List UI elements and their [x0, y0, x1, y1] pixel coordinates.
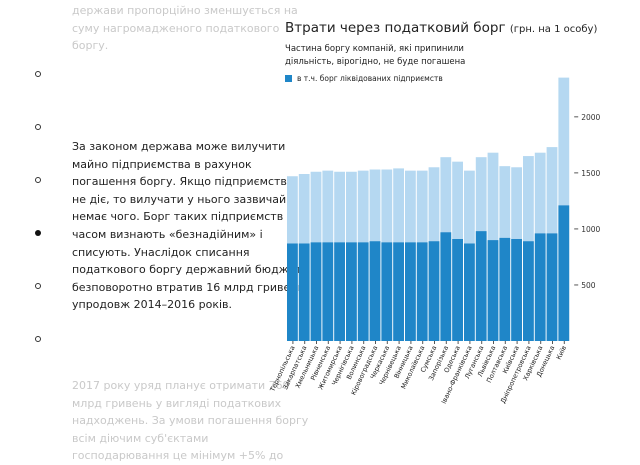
subtitle: діяльність, вірогідно, не буде погашена	[285, 57, 465, 67]
y-tick-label: 500	[581, 281, 596, 290]
text-line: держави пропорційно зменшується на	[72, 4, 298, 17]
text-line: млрд гривень у вигляді податкових	[72, 396, 282, 410]
text-line: погашення боргу. Якщо підприємство	[72, 175, 294, 189]
bar	[487, 240, 499, 341]
bar	[346, 242, 357, 341]
text-line: немає чого. Борг таких підприємств з	[72, 210, 293, 224]
title-note: (грн. на 1 особу)	[510, 24, 598, 35]
nav-dot[interactable]	[35, 177, 41, 183]
text-line: майно підприємства в рахунок	[72, 157, 252, 171]
legend-swatch	[285, 75, 292, 82]
bar	[511, 239, 522, 341]
bar	[405, 242, 416, 341]
bar	[499, 237, 511, 341]
x-tick-label: Київ	[555, 344, 568, 361]
bar	[334, 242, 345, 341]
bar	[416, 242, 428, 341]
y-tick-label: 2000	[581, 113, 600, 122]
bar	[546, 233, 558, 341]
nav-dot[interactable]	[35, 71, 41, 77]
faded-top-text: держави пропорційно зменшується на суму н…	[72, 2, 298, 55]
bar	[475, 231, 487, 341]
bar	[452, 239, 463, 341]
subtitle: Частина боргу компаній, які припинили	[285, 44, 464, 54]
main-text: За законом держава може вилучити майно пі…	[72, 138, 304, 314]
text-line: суму нагромадженого податкового	[72, 21, 280, 35]
bar	[287, 243, 298, 341]
chart-title: Втрати через податковий борг (грн. на 1 …	[285, 20, 597, 36]
nav-dot[interactable]	[35, 283, 41, 289]
text-line: не діє, то вилучати у нього зазвичай	[72, 192, 287, 206]
bar	[464, 243, 475, 341]
bar	[310, 242, 322, 341]
bar	[534, 233, 546, 341]
text-line: За законом держава може вилучити	[72, 140, 286, 153]
nav-dot[interactable]	[35, 124, 41, 130]
text-line: податкового боргу державний бюджет	[72, 263, 302, 277]
bar	[381, 242, 393, 341]
bar	[393, 242, 404, 341]
text-line: упродовж 2014–2016 років.	[72, 298, 233, 312]
y-tick-label: 1000	[581, 225, 600, 234]
bar	[357, 242, 369, 341]
text-line: боргу.	[72, 39, 109, 53]
bar	[369, 241, 381, 341]
y-tick-label: 1500	[581, 169, 600, 178]
bar	[558, 205, 570, 341]
title: Втрати через податковий борг	[285, 20, 506, 36]
text-line: 2017 року уряд планує отримати 769	[72, 379, 290, 392]
text-line: всім діючим суб'єктами	[72, 431, 209, 445]
bar	[428, 241, 440, 341]
nav-dot-active[interactable]	[35, 230, 41, 236]
text-line: надходжень. За умови погашення боргу	[72, 414, 309, 428]
nav-dots	[35, 71, 41, 342]
bar	[298, 243, 310, 341]
text-line: безповоротно втратив 16 млрд гривень	[72, 280, 304, 294]
legend-label: в т.ч. борг ліквідованих підприємств	[297, 74, 443, 83]
bar	[523, 241, 534, 341]
nav-dot[interactable]	[35, 336, 41, 342]
bar	[440, 232, 452, 341]
text-line: списують. Унаслідок списання	[72, 245, 250, 259]
bar	[322, 242, 334, 341]
text-line: часом визнають «безнадійним» і	[72, 227, 263, 241]
